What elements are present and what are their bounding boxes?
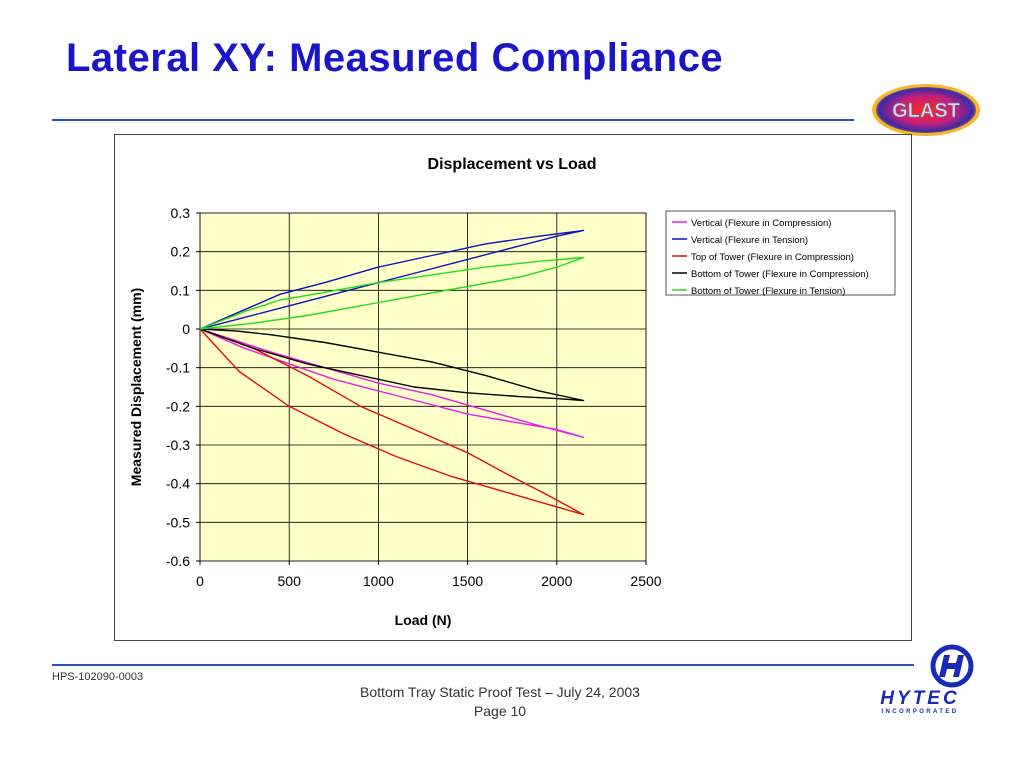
series-line-4 [199, 328, 585, 402]
y-tick-label: -0.2 [166, 398, 190, 414]
footer-text: Bottom Tray Static Proof Test – July 24,… [300, 683, 700, 721]
x-tick-label: 1500 [452, 573, 483, 589]
grid-layer [199, 212, 647, 562]
legend-label-4: Bottom of Tower (Flexure in Compression) [691, 269, 869, 280]
legend-label-5: Bottom of Tower (Flexure in Tension) [691, 286, 845, 297]
series-line-5 [199, 256, 585, 330]
legend: Vertical (Flexure in Compression) Vertica… [665, 210, 896, 297]
title-rule [52, 119, 854, 121]
chart-frame: 0.3 0.2 0.1 0 -0.1 -0.2 -0.3 -0.4 -0.5 -0.6 0 500 10… [114, 134, 912, 641]
series-layer [199, 229, 585, 516]
chart-svg: 0.3 0.2 0.1 0 -0.1 -0.2 -0.3 -0.4 -0.5 -0.6 0 500 10… [128, 156, 896, 628]
y-tick-label: 0.2 [171, 244, 191, 260]
x-axis-label: Load (N) [395, 612, 452, 628]
x-tick-label: 2000 [541, 573, 572, 589]
glast-logo-text: GLAST [892, 100, 960, 122]
footer-rule [52, 664, 914, 666]
y-tick-label: -0.1 [166, 360, 190, 376]
hytec-logo-h-mark [939, 655, 964, 677]
legend-label-1: Vertical (Flexure in Compression) [691, 218, 831, 229]
ticks-layer: 0.3 0.2 0.1 0 -0.1 -0.2 -0.3 -0.4 -0.5 -0.6 0 500 10… [166, 205, 662, 589]
y-tick-label: -0.3 [166, 437, 190, 453]
document-number: HPS-102090-0003 [52, 671, 144, 683]
plot-area [199, 212, 647, 562]
y-tick-label: 0.1 [171, 282, 191, 298]
y-axis-label: Measured Displacement (mm) [128, 288, 144, 486]
hytec-logo-ring [930, 644, 974, 688]
chart-title: Displacement vs Load [428, 156, 597, 173]
series-line-2 [199, 229, 585, 330]
x-tick-label: 2500 [630, 573, 661, 589]
hytec-logo-subtext: INCORPORATED [881, 709, 958, 715]
y-tick-label: -0.5 [166, 514, 190, 530]
glast-logo: GLAST [872, 84, 980, 136]
x-tick-label: 500 [278, 573, 302, 589]
footer-line-2: Page 10 [473, 703, 527, 719]
slide-title: Lateral XY: Measured Compliance [66, 36, 724, 80]
x-tick-label: 1000 [363, 573, 394, 589]
y-tick-label: -0.4 [166, 476, 190, 492]
y-tick-label: 0.3 [171, 205, 191, 221]
legend-box [665, 210, 896, 296]
footer-line-1: Bottom Tray Static Proof Test – July 24,… [360, 684, 640, 700]
legend-label-3: Top of Tower (Flexure in Compression) [691, 252, 854, 263]
series-line-3 [199, 328, 585, 516]
y-tick-label: -0.6 [166, 553, 190, 569]
hytec-logo-text: HYTEC [880, 688, 959, 709]
y-tick-label: 0 [182, 321, 190, 337]
x-tick-label: 0 [196, 573, 204, 589]
hytec-logo: HYTEC INCORPORATED [880, 644, 974, 715]
legend-label-2: Vertical (Flexure in Tension) [691, 235, 808, 246]
